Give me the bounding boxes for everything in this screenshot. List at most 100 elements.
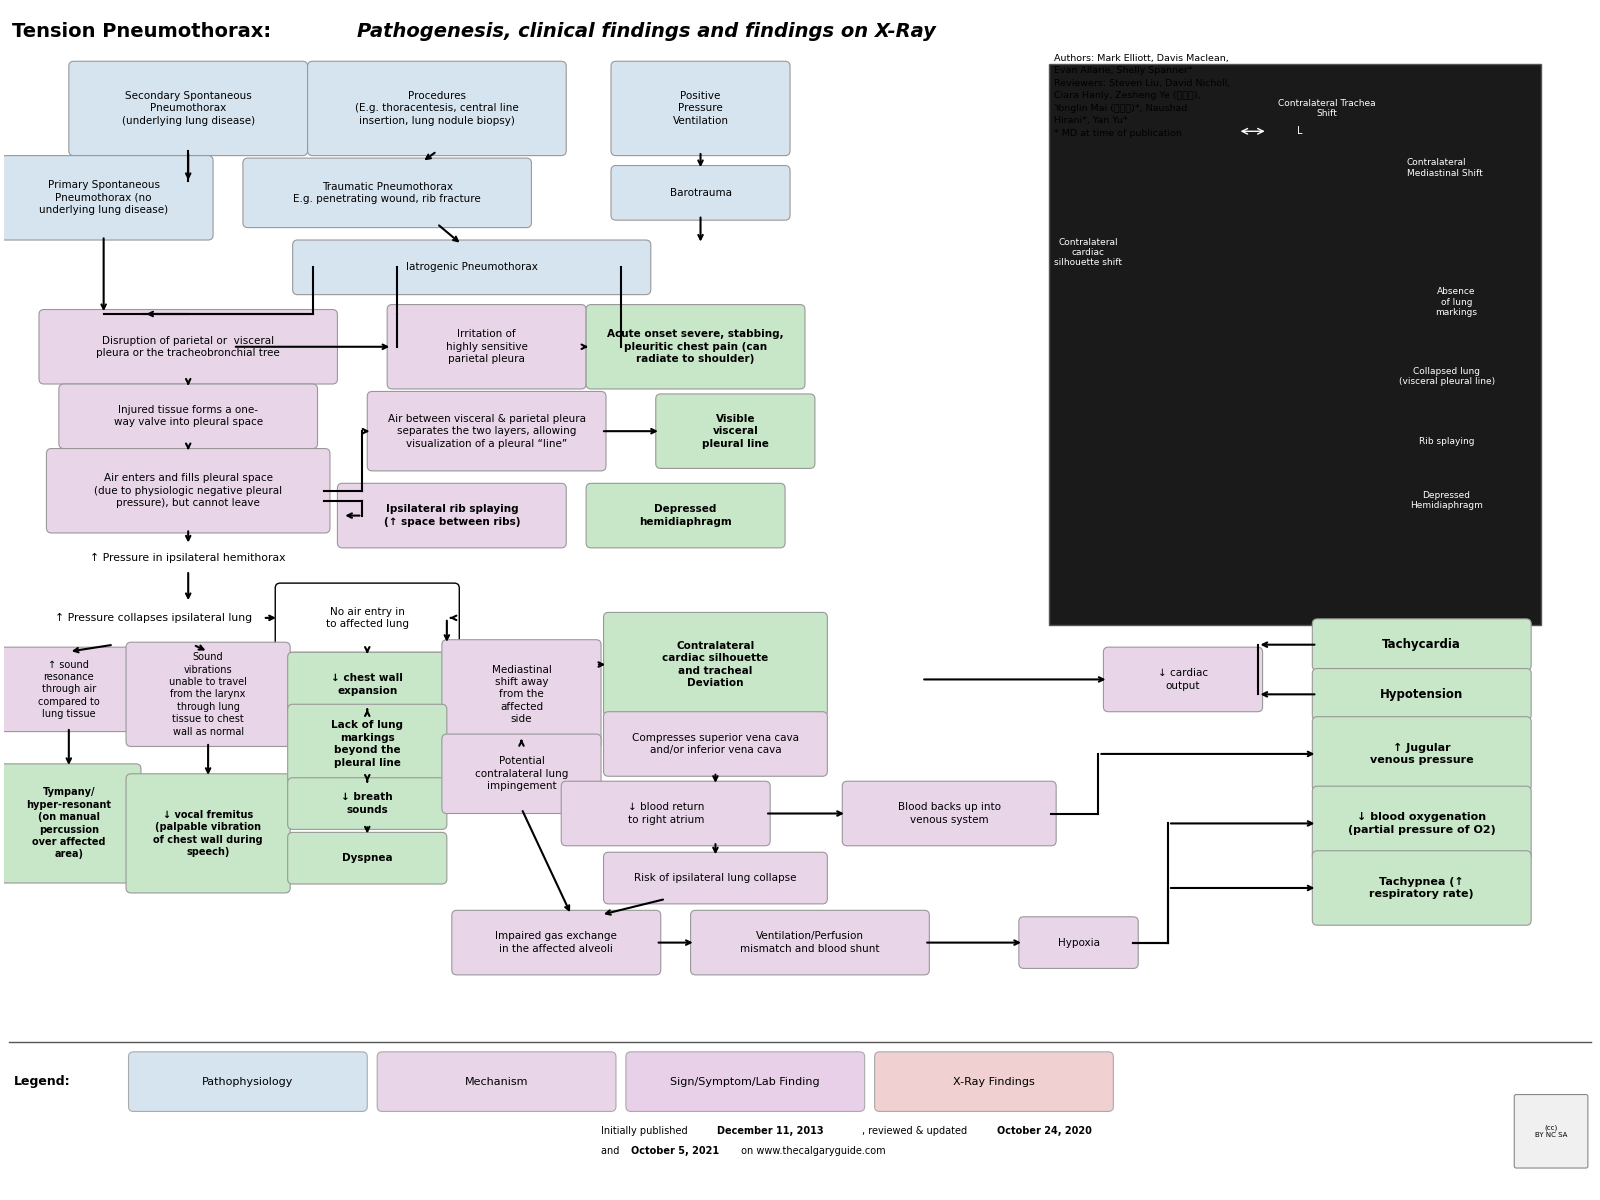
Text: Ventilation/Perfusion
mismatch and blood shunt: Ventilation/Perfusion mismatch and blood…	[741, 931, 880, 954]
Text: Contralateral
cardiac silhouette
and tracheal
Deviation: Contralateral cardiac silhouette and tra…	[662, 641, 768, 688]
Text: Traumatic Pneumothorax
E.g. penetrating wound, rib fracture: Traumatic Pneumothorax E.g. penetrating …	[293, 181, 482, 204]
FancyBboxPatch shape	[128, 1052, 368, 1111]
FancyBboxPatch shape	[46, 449, 330, 533]
FancyBboxPatch shape	[626, 1052, 864, 1111]
Text: Irritation of
highly sensitive
parietal pleura: Irritation of highly sensitive parietal …	[446, 329, 528, 364]
FancyBboxPatch shape	[1312, 619, 1531, 671]
FancyBboxPatch shape	[387, 305, 586, 389]
Text: Depressed
Hemidiaphragm: Depressed Hemidiaphragm	[1410, 491, 1483, 510]
Text: X-Ray Findings: X-Ray Findings	[954, 1076, 1035, 1087]
Text: Potential
contralateral lung
impingement: Potential contralateral lung impingement	[475, 756, 568, 791]
FancyBboxPatch shape	[288, 833, 446, 884]
Text: ↑ Pressure in ipsilateral hemithorax: ↑ Pressure in ipsilateral hemithorax	[91, 553, 286, 563]
FancyBboxPatch shape	[1312, 786, 1531, 860]
FancyBboxPatch shape	[38, 310, 338, 384]
FancyBboxPatch shape	[293, 240, 651, 295]
Text: Ipsilateral rib splaying
(↑ space between ribs): Ipsilateral rib splaying (↑ space betwee…	[384, 504, 520, 527]
Text: October 24, 2020: October 24, 2020	[997, 1127, 1091, 1136]
FancyBboxPatch shape	[603, 712, 827, 776]
FancyBboxPatch shape	[562, 781, 770, 846]
Text: Tension Pneumothorax:: Tension Pneumothorax:	[13, 23, 278, 42]
Text: , reviewed & updated: , reviewed & updated	[862, 1127, 970, 1136]
FancyBboxPatch shape	[1019, 917, 1138, 968]
Text: Contralateral
Mediastinal Shift: Contralateral Mediastinal Shift	[1406, 158, 1483, 178]
FancyBboxPatch shape	[275, 583, 459, 653]
FancyBboxPatch shape	[59, 384, 317, 449]
FancyBboxPatch shape	[603, 612, 827, 716]
FancyBboxPatch shape	[442, 734, 602, 814]
Text: October 5, 2021: October 5, 2021	[630, 1146, 718, 1156]
Text: L: L	[1298, 126, 1302, 137]
FancyBboxPatch shape	[451, 911, 661, 974]
Text: Legend:: Legend:	[14, 1075, 70, 1088]
Text: Acute onset severe, stabbing,
pleuritic chest pain (can
radiate to shoulder): Acute onset severe, stabbing, pleuritic …	[608, 329, 784, 364]
Text: Hypotension: Hypotension	[1381, 688, 1464, 701]
Text: Tympany/
hyper-resonant
(on manual
percussion
over affected
area): Tympany/ hyper-resonant (on manual percu…	[26, 787, 112, 859]
FancyBboxPatch shape	[442, 640, 602, 749]
FancyBboxPatch shape	[1514, 1094, 1587, 1168]
Text: Mediastinal
shift away
from the
affected
side: Mediastinal shift away from the affected…	[491, 665, 552, 724]
Text: Procedures
(E.g. thoracentesis, central line
insertion, lung nodule biopsy): Procedures (E.g. thoracentesis, central …	[355, 91, 518, 126]
Text: Primary Spontaneous
Pneumothorax (no
underlying lung disease): Primary Spontaneous Pneumothorax (no und…	[38, 180, 168, 215]
Text: Iatrogenic Pneumothorax: Iatrogenic Pneumothorax	[406, 263, 538, 272]
FancyBboxPatch shape	[1048, 64, 1541, 625]
Text: Rib splaying: Rib splaying	[1419, 437, 1474, 445]
FancyBboxPatch shape	[0, 647, 139, 732]
Text: Mechanism: Mechanism	[466, 1076, 528, 1087]
FancyBboxPatch shape	[586, 484, 786, 548]
Text: Initially published: Initially published	[602, 1127, 691, 1136]
Text: Tachycardia: Tachycardia	[1382, 638, 1461, 652]
Text: Authors: Mark Elliott, Davis Maclean,
Evan Allarie, Shelly Spanner*
Reviewers: S: Authors: Mark Elliott, Davis Maclean, Ev…	[1054, 54, 1230, 138]
Text: Absence
of lung
markings: Absence of lung markings	[1435, 287, 1477, 317]
FancyBboxPatch shape	[243, 158, 531, 228]
FancyBboxPatch shape	[1312, 716, 1531, 791]
Text: December 11, 2013: December 11, 2013	[717, 1127, 824, 1136]
Text: Air between visceral & parietal pleura
separates the two layers, allowing
visual: Air between visceral & parietal pleura s…	[387, 414, 586, 449]
Text: ↓ cardiac
output: ↓ cardiac output	[1158, 668, 1208, 691]
FancyBboxPatch shape	[338, 484, 566, 548]
Text: Depressed
hemidiaphragm: Depressed hemidiaphragm	[640, 504, 731, 527]
Text: Pathophysiology: Pathophysiology	[202, 1076, 293, 1087]
Text: Impaired gas exchange
in the affected alveoli: Impaired gas exchange in the affected al…	[496, 931, 618, 954]
Text: Collapsed lung
(visceral pleural line): Collapsed lung (visceral pleural line)	[1398, 367, 1494, 386]
Text: Disruption of parietal or  visceral
pleura or the tracheobronchial tree: Disruption of parietal or visceral pleur…	[96, 336, 280, 358]
FancyBboxPatch shape	[368, 391, 606, 470]
FancyBboxPatch shape	[126, 642, 290, 746]
Text: Positive
Pressure
Ventilation: Positive Pressure Ventilation	[672, 91, 728, 126]
Text: Hypoxia: Hypoxia	[1058, 937, 1099, 948]
Text: Sign/Symptom/Lab Finding: Sign/Symptom/Lab Finding	[670, 1076, 821, 1087]
Text: ↑ sound
resonance
through air
compared to
lung tissue: ↑ sound resonance through air compared t…	[38, 660, 99, 719]
Text: Contralateral Trachea
Shift: Contralateral Trachea Shift	[1278, 98, 1376, 118]
Text: ↓ breath
sounds: ↓ breath sounds	[341, 792, 394, 815]
Text: Contralateral
cardiac
silhouette shift: Contralateral cardiac silhouette shift	[1054, 238, 1123, 268]
FancyBboxPatch shape	[0, 764, 141, 883]
FancyBboxPatch shape	[378, 1052, 616, 1111]
FancyBboxPatch shape	[586, 305, 805, 389]
Text: Blood backs up into
venous system: Blood backs up into venous system	[898, 803, 1000, 824]
Text: No air entry in
to affected lung: No air entry in to affected lung	[326, 607, 408, 629]
FancyBboxPatch shape	[656, 394, 814, 468]
Text: ↓ blood oxygenation
(partial pressure of O2): ↓ blood oxygenation (partial pressure of…	[1347, 812, 1496, 835]
FancyBboxPatch shape	[307, 61, 566, 156]
Text: ↓ chest wall
expansion: ↓ chest wall expansion	[331, 673, 403, 696]
FancyBboxPatch shape	[126, 774, 290, 893]
Text: (cc)
BY NC SA: (cc) BY NC SA	[1534, 1124, 1568, 1138]
Text: Barotrauma: Barotrauma	[669, 188, 731, 198]
Text: and: and	[602, 1146, 622, 1156]
FancyBboxPatch shape	[611, 166, 790, 220]
FancyBboxPatch shape	[611, 61, 790, 156]
Text: Lack of lung
markings
beyond the
pleural line: Lack of lung markings beyond the pleural…	[331, 720, 403, 768]
FancyBboxPatch shape	[1104, 647, 1262, 712]
FancyBboxPatch shape	[875, 1052, 1114, 1111]
Text: Dyspnea: Dyspnea	[342, 853, 392, 863]
FancyBboxPatch shape	[603, 852, 827, 904]
Text: Pathogenesis, clinical findings and findings on X-Ray: Pathogenesis, clinical findings and find…	[357, 23, 936, 42]
FancyBboxPatch shape	[69, 61, 307, 156]
FancyBboxPatch shape	[691, 911, 930, 974]
Text: on www.thecalgaryguide.com: on www.thecalgaryguide.com	[738, 1146, 886, 1156]
Text: ↓ blood return
to right atrium: ↓ blood return to right atrium	[627, 803, 704, 824]
FancyBboxPatch shape	[288, 778, 446, 829]
Text: Secondary Spontaneous
Pneumothorax
(underlying lung disease): Secondary Spontaneous Pneumothorax (unde…	[122, 91, 254, 126]
Text: Injured tissue forms a one-
way valve into pleural space: Injured tissue forms a one- way valve in…	[114, 406, 262, 427]
Text: Air enters and fills pleural space
(due to physiologic negative pleural
pressure: Air enters and fills pleural space (due …	[94, 473, 282, 508]
